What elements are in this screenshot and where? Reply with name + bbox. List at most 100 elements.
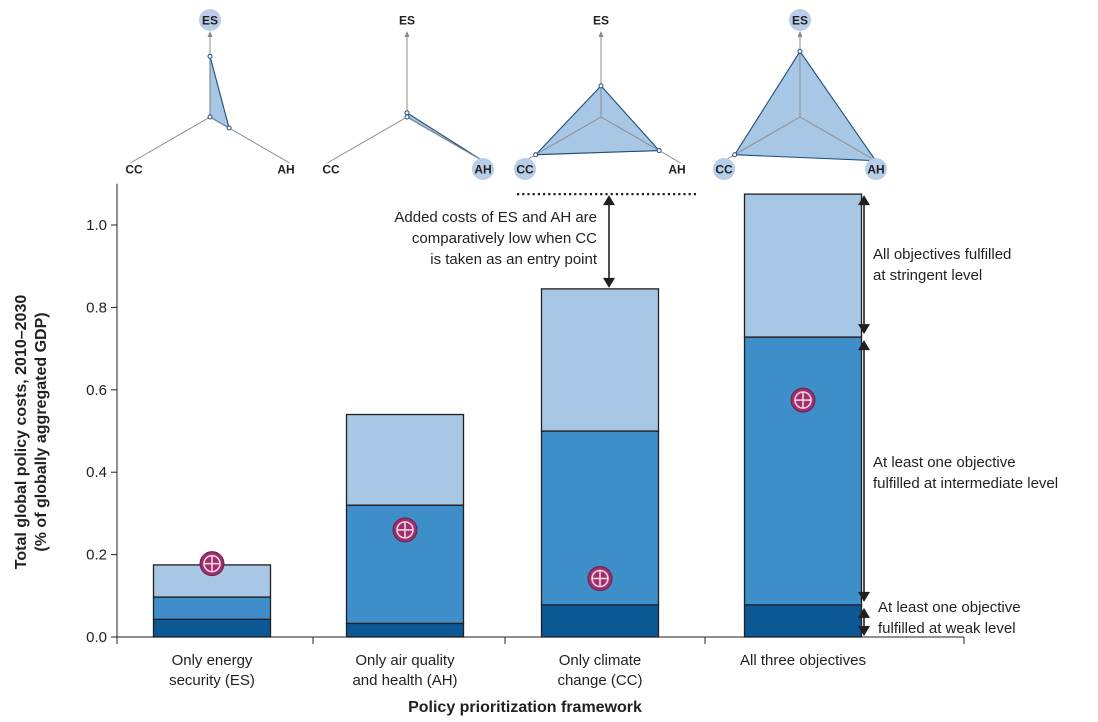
- stringent-arrow: [858, 195, 870, 335]
- radar-axis-tip: [797, 31, 803, 37]
- radar-axis-tip: [598, 31, 604, 37]
- radar-label-highlight: [865, 158, 887, 180]
- radar-axis-label: CC: [322, 163, 340, 177]
- x-tick-label: Only air quality: [355, 652, 455, 669]
- radar-axis-label: AH: [474, 163, 491, 177]
- cost-marker: [199, 551, 225, 577]
- intermediate-arrow: [858, 340, 870, 602]
- annotation-text: is taken as an entry point: [430, 251, 598, 268]
- bar-segment: [743, 336, 863, 606]
- arrow-head: [858, 607, 870, 618]
- radar-label-highlight: [472, 158, 494, 180]
- radar-spoke: [130, 116, 211, 164]
- weak-arrow: [858, 607, 870, 636]
- radar-axis-tip: [404, 31, 410, 37]
- radar-vertex: [404, 110, 410, 116]
- radar-label-highlight: [199, 9, 221, 31]
- radar-polygon: [209, 56, 230, 130]
- radar-axis-tip: [207, 31, 213, 37]
- radar-vertex: [598, 83, 604, 89]
- radar-vertex: [404, 114, 410, 120]
- radar-axis-label: AH: [668, 163, 685, 177]
- arrow-head: [858, 626, 870, 636]
- bar-segment: [743, 604, 863, 638]
- radar-vertex: [533, 152, 539, 158]
- radar-axis-label: AH: [277, 163, 294, 177]
- annotation-text: At least one objective: [878, 599, 1021, 616]
- radar-label-highlight: [514, 158, 536, 180]
- x-tick-label: All three objectives: [740, 652, 866, 669]
- arrow-head: [603, 277, 615, 288]
- y-tick-label: 1.0: [86, 217, 107, 234]
- annotation-text: At least one objective: [873, 454, 1016, 471]
- radar-vertex: [207, 114, 213, 120]
- bar-segment: [540, 288, 660, 432]
- annotation-text: All objectives fulfilled: [873, 246, 1011, 263]
- x-tick-label: Only climate: [559, 652, 642, 669]
- radar-axis-label: CC: [125, 163, 143, 177]
- radar-polygon: [534, 85, 661, 156]
- radar-vertex: [207, 53, 213, 59]
- radar-spoke: [327, 116, 408, 164]
- annotation-text: at stringent level: [873, 267, 982, 284]
- cc-entry-arrow: [603, 195, 615, 288]
- radar-chart: ES CC AH: [125, 9, 295, 177]
- radar-vertex: [226, 125, 232, 131]
- radar-polygon: [406, 111, 483, 162]
- y-tick-label: 0.4: [86, 464, 107, 481]
- x-tick-label: security (ES): [169, 672, 255, 689]
- radar-charts: ES CC AH ES CC AH ES CC AH ES CC AH: [125, 9, 887, 180]
- bar-segment: [345, 413, 465, 506]
- y-axis-title-line2: (% of globally aggregated GDP): [33, 312, 50, 551]
- radar-spoke: [209, 116, 290, 164]
- annotation-text: Added costs of ES and AH are: [394, 209, 597, 226]
- x-tick-label: and health (AH): [352, 672, 457, 689]
- annotation-text: fulfilled at intermediate level: [873, 475, 1058, 492]
- radar-axis-label: ES: [792, 14, 808, 28]
- radar-vertex: [656, 148, 662, 154]
- bar-segment: [152, 596, 272, 620]
- bar-segment: [152, 618, 272, 638]
- radar-vertex: [732, 152, 738, 158]
- annotation-text: fulfilled at weak level: [878, 620, 1016, 637]
- radar-spoke: [600, 116, 681, 164]
- arrow-head: [858, 324, 870, 335]
- radar-axis-label: CC: [516, 163, 534, 177]
- radar-axis-label: ES: [202, 14, 218, 28]
- radar-chart: ES CC AH: [322, 14, 494, 180]
- radar-label-highlight: [789, 9, 811, 31]
- radar-spoke: [799, 116, 880, 164]
- radar-spoke: [406, 116, 487, 164]
- plot-area: 0.0 0.2 0.4 0.6 0.8 1.0 Only energy security (E…: [86, 183, 965, 689]
- y-tick-label: 0.0: [86, 629, 107, 646]
- cost-marker: [790, 387, 816, 413]
- y-tick-label: 0.8: [86, 299, 107, 316]
- radar-vertex: [797, 48, 803, 54]
- radar-axis-label: AH: [867, 163, 884, 177]
- arrow-head: [858, 340, 870, 351]
- x-tick-label: change (CC): [557, 672, 642, 689]
- radar-chart: ES CC AH: [514, 14, 686, 180]
- radar-chart: ES CC AH: [713, 9, 887, 180]
- radar-axis-label: ES: [593, 14, 609, 28]
- radar-axis-label: CC: [715, 163, 733, 177]
- radar-axis-label: ES: [399, 14, 415, 28]
- x-tick-label: Only energy: [172, 652, 253, 669]
- y-axis-title-line1: Total global policy costs, 2010–2030: [13, 295, 30, 570]
- y-tick-label: 0.6: [86, 382, 107, 399]
- arrow-head: [858, 195, 870, 206]
- arrow-head: [858, 591, 870, 602]
- bar-segment: [743, 193, 863, 338]
- annotation-text: comparatively low when CC: [412, 230, 597, 247]
- radar-polygon: [733, 50, 877, 162]
- bar-segment: [540, 604, 660, 638]
- radar-label-highlight: [713, 158, 735, 180]
- annotations: Added costs of ES and AH are comparativel…: [394, 193, 1058, 637]
- x-axis-title: Policy prioritization framework: [408, 699, 642, 716]
- arrow-head: [603, 195, 615, 206]
- y-axis-title: Total global policy costs, 2010–2030 (% …: [13, 295, 50, 570]
- y-tick-label: 0.2: [86, 547, 107, 564]
- cost-marker: [587, 565, 613, 591]
- bar-segment: [345, 622, 465, 638]
